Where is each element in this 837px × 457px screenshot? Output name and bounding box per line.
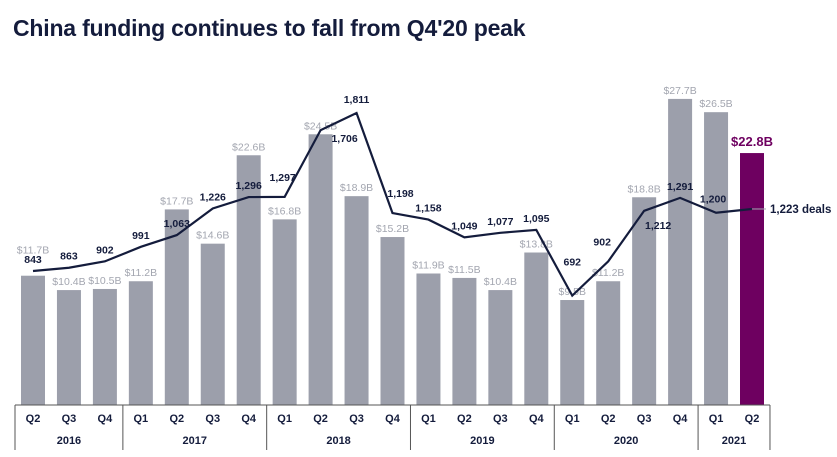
year-label: 2019 <box>470 435 494 447</box>
year-label: 2016 <box>57 435 81 447</box>
quarter-tick-label: Q3 <box>349 413 364 425</box>
funding-bar <box>344 196 369 405</box>
quarter-tick-label: Q3 <box>205 413 220 425</box>
quarter-tick-label: Q2 <box>745 413 760 425</box>
funding-bar <box>416 273 441 405</box>
funding-bar <box>452 277 477 405</box>
funding-bar <box>704 112 729 406</box>
deal-count-label: 1,063 <box>164 218 190 230</box>
bar-value-label: $22.8B <box>731 134 773 149</box>
deal-count-label: 1,811 <box>344 94 370 106</box>
bar-value-label: $11.5B <box>448 264 481 276</box>
deal-count-label: 692 <box>563 257 581 269</box>
deal-count-label: 1,200 <box>700 194 726 206</box>
funding-bar <box>740 153 764 405</box>
bar-value-label: $15.2B <box>376 223 409 235</box>
funding-bar <box>488 290 513 405</box>
bar-value-label: $10.4B <box>484 276 517 288</box>
quarter-tick-label: Q3 <box>637 413 652 425</box>
funding-bar <box>560 300 585 405</box>
bar-value-label: $17.7B <box>160 195 193 207</box>
quarter-tick-label: Q4 <box>241 413 257 425</box>
bar-value-label: $11.7B <box>17 245 50 257</box>
funding-bar <box>164 209 189 405</box>
funding-bar <box>200 243 225 405</box>
bar-value-label: $10.4B <box>52 276 85 288</box>
quarter-tick-label: Q2 <box>313 413 328 425</box>
deals-line <box>32 111 753 298</box>
deal-count-label: 1,049 <box>451 220 477 232</box>
quarter-tick-label: Q1 <box>277 413 292 425</box>
deal-count-label: 843 <box>24 254 42 266</box>
funding-bar <box>21 275 45 405</box>
funding-bar <box>308 134 333 405</box>
chart-title: China funding continues to fall from Q4'… <box>13 15 526 41</box>
deal-count-label: 1,223 deals <box>770 204 831 216</box>
deal-count-label: 1,226 <box>200 191 226 203</box>
funding-bar <box>56 290 81 405</box>
quarter-tick-label: Q4 <box>673 413 689 425</box>
funding-bar <box>668 98 693 405</box>
quarter-tick-label: Q1 <box>134 413 149 425</box>
quarter-tick-label: Q3 <box>62 413 77 425</box>
deal-count-label: 1,212 <box>645 220 671 232</box>
deal-count-label: 1,297 <box>270 172 296 184</box>
bar-value-label: $22.6B <box>232 141 265 153</box>
quarter-tick-label: Q4 <box>98 413 114 425</box>
bar-value-label: $14.6B <box>196 230 229 242</box>
funding-bar <box>632 197 657 405</box>
quarter-tick-label: Q2 <box>169 413 184 425</box>
year-label: 2018 <box>326 435 350 447</box>
funding-bar <box>596 281 621 405</box>
bar-value-label: $26.5B <box>699 98 732 110</box>
deal-count-label: 991 <box>132 230 150 242</box>
quarter-tick-label: Q1 <box>709 413 724 425</box>
bar-value-label: $11.2B <box>125 267 158 279</box>
quarter-tick-label: Q2 <box>26 413 41 425</box>
deal-count-label: 902 <box>593 236 611 248</box>
year-label: 2020 <box>614 435 638 447</box>
bar-value-label: $11.9B <box>412 260 445 272</box>
quarter-tick-label: Q2 <box>457 413 472 425</box>
quarter-tick-label: Q1 <box>421 413 436 425</box>
year-label: 2021 <box>722 435 746 447</box>
deal-count-label: 902 <box>96 244 114 256</box>
bar-value-label: $24.5B <box>304 120 337 132</box>
funding-bar <box>128 281 153 405</box>
funding-bar <box>524 252 549 405</box>
bar-value-label: $16.8B <box>268 205 301 217</box>
funding-bar <box>92 288 117 405</box>
year-label: 2017 <box>183 435 207 447</box>
deal-count-label: 1,296 <box>236 180 262 192</box>
bar-value-label: $18.9B <box>340 182 373 194</box>
quarter-tick-label: Q4 <box>385 413 401 425</box>
deal-count-label: 1,291 <box>667 181 693 193</box>
bar-value-label: $27.7B <box>663 85 696 97</box>
deal-count-label: 863 <box>60 251 78 263</box>
deal-count-label: 1,077 <box>487 216 513 228</box>
deal-count-label: 1,095 <box>523 213 549 225</box>
funding-bar <box>380 237 405 405</box>
funding-bar <box>236 155 261 405</box>
bar-value-label: $10.5B <box>88 275 121 287</box>
bar-value-label: $13.8B <box>520 239 553 251</box>
deal-count-label: 1,198 <box>387 188 413 200</box>
quarter-tick-label: Q2 <box>601 413 616 425</box>
bar-value-label: $18.8B <box>628 183 661 195</box>
funding-bar <box>272 219 297 405</box>
quarter-tick-label: Q1 <box>565 413 580 425</box>
deal-count-label: 1,158 <box>415 203 441 215</box>
quarter-tick-label: Q3 <box>493 413 508 425</box>
deal-count-label: 1,706 <box>331 133 357 145</box>
quarter-tick-label: Q4 <box>529 413 545 425</box>
